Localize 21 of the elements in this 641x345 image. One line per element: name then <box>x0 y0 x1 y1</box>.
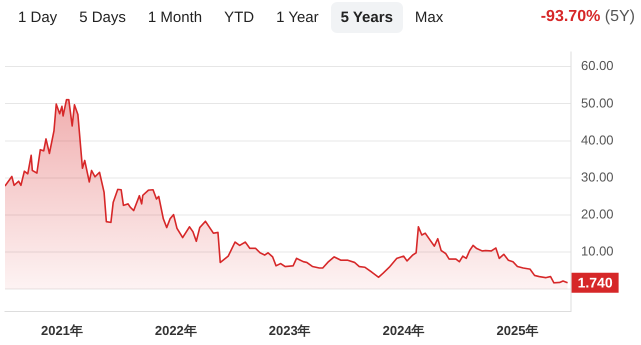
y-tick-label: 60.00 <box>581 58 614 74</box>
y-tick-label: 50.00 <box>581 95 614 110</box>
y-tick-label: 30.00 <box>581 169 614 184</box>
chart-title: -93.70% <box>540 8 600 25</box>
annotation: 1.740 <box>578 274 613 291</box>
text: 1 Month <box>146 8 204 28</box>
y-tick-label: 10.00 <box>581 244 614 259</box>
text: Max <box>414 8 444 28</box>
y-tick-label: 20.00 <box>581 206 614 222</box>
x-tick-label: 2022年 <box>154 322 197 338</box>
text: (5Y) <box>604 8 635 25</box>
x-tick-label: 2021年 <box>40 322 83 338</box>
text: YTD <box>223 8 256 28</box>
x-tick-label: 2024年 <box>382 322 425 338</box>
y-tick-label: 40.00 <box>581 132 614 148</box>
x-tick-label: 2023年 <box>268 322 311 338</box>
text: 5 Years <box>330 2 403 32</box>
text: 5 Days <box>78 8 127 28</box>
x-tick-label: 2025年 <box>496 322 538 338</box>
text: 1 Year <box>275 8 320 28</box>
text: 1 Day <box>17 8 58 28</box>
